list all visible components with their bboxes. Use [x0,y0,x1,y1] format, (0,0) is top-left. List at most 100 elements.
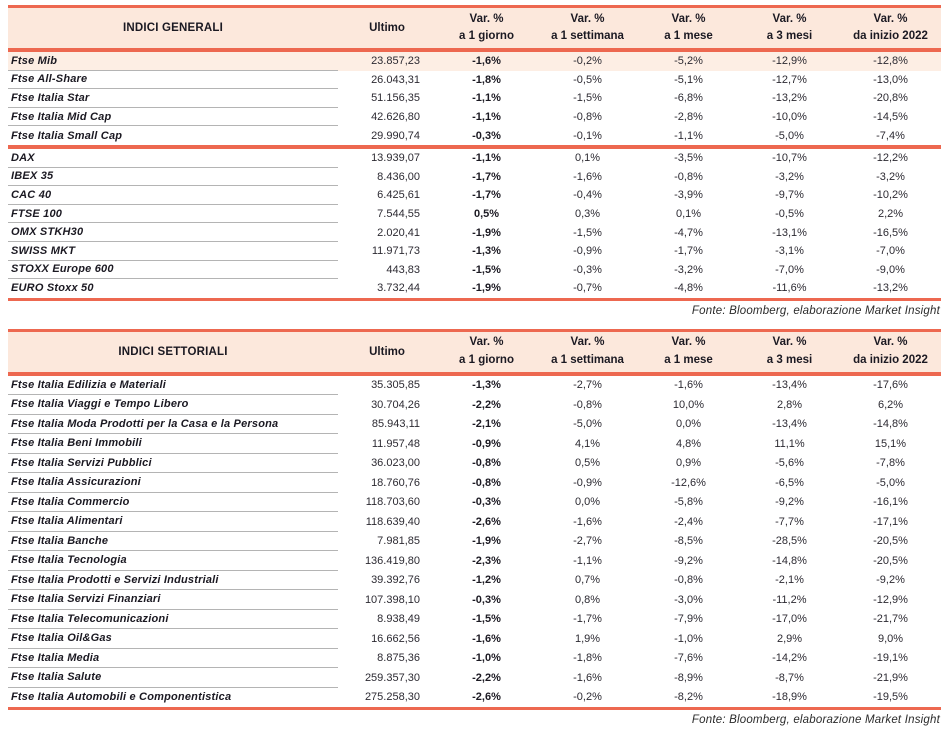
index-name: Ftse Italia Small Cap [11,129,123,142]
pct-change-2: 4,8% [675,437,702,450]
pct-change-0: -0,8% [472,457,501,470]
pct-change-2: -0,8% [674,170,703,183]
column-header-var-0: Var. % a 1 giorno [436,11,537,46]
pct-change-1: -0,7% [573,282,602,295]
column-header-var-3: Var. % a 3 mesi [739,334,840,369]
pct-change-3: -13,4% [772,379,807,392]
pct-change-0: -0,3% [472,593,501,606]
pct-change-0: -1,0% [472,652,501,665]
pct-change-1: 0,7% [574,574,601,587]
last-value: 8.875,36 [377,652,420,665]
table-row: Ftse Italia Commercio 118.703,60 -0,3% 0,0%… [8,493,941,513]
pct-change-0: -1,3% [472,379,501,392]
column-header-var-4: Var. % da inizio 2022 [840,11,941,46]
pct-change-0: -1,3% [472,245,501,258]
pct-change-4: 9,0% [877,632,904,645]
header-divider [8,371,941,376]
pct-change-2: -5,2% [674,55,703,68]
pct-change-4: -14,8% [873,418,908,431]
pct-change-3: -17,0% [772,613,807,626]
pct-change-2: -3,5% [674,152,703,165]
column-header-var-2: Var. % a 1 mese [638,334,739,369]
pct-change-1: -0,2% [573,691,602,704]
pct-change-3: -7,7% [775,515,804,528]
table-row: Ftse Italia Tecnologia 136.419,80 -2,3% -1,… [8,551,941,571]
report-page: INDICI GENERALI Ultimo Var. % a 1 giorno V… [8,5,941,726]
pct-change-0: -2,2% [472,398,501,411]
pct-change-1: -1,6% [573,515,602,528]
index-name: EURO Stoxx 50 [11,282,94,295]
pct-change-2: 0,9% [675,457,702,470]
index-name: Ftse Italia Star [8,89,338,108]
column-header-line: a 1 settimana [551,353,624,366]
index-name: FTSE 100 [8,205,338,224]
pct-change-4: -14,5% [873,111,908,124]
table-body: Ftse Mib 23.857,23 -1,6% -0,2% -5,2% -12,9% -1… [8,52,941,298]
pct-change-0: -2,3% [472,554,501,567]
column-header-line: a 3 mesi [766,353,813,366]
table-row: Ftse Italia Edilizia e Materiali 35.305,8… [8,376,941,396]
pct-change-2: -5,1% [674,73,703,86]
column-header-line: Var. % [873,336,908,349]
table-body: Ftse Italia Edilizia e Materiali 35.305,8… [8,376,941,708]
pct-change-1: -1,6% [573,170,602,183]
index-name: Ftse Italia Servizi Finanziari [8,590,338,610]
pct-change-2: -2,4% [674,515,703,528]
table-row: Ftse Italia Moda Prodotti per la Casa e … [8,415,941,435]
column-header-var-1: Var. % a 1 settimana [537,11,638,46]
last-value: 8.938,49 [377,613,420,626]
pct-change-0: -2,6% [472,515,501,528]
pct-change-0: -2,2% [472,671,501,684]
table-row: EURO Stoxx 50 3.732,44 -1,9% -0,7% -4,8% -11,… [8,279,941,298]
pct-change-2: -12,6% [671,476,706,489]
table-row: Ftse Italia Servizi Finanziari 107.398,10… [8,590,941,610]
pct-change-3: -9,2% [775,496,804,509]
pct-change-3: -2,1% [775,574,804,587]
pct-change-3: -13,1% [772,226,807,239]
last-value: 16.662,56 [371,632,420,645]
last-value: 11.971,73 [371,245,420,258]
pct-change-0: -0,9% [472,437,501,450]
pct-change-1: 0,0% [574,496,601,509]
pct-change-3: 2,8% [776,398,803,411]
pct-change-0: -0,8% [472,476,501,489]
pct-change-3: -12,9% [772,55,807,68]
index-name: Ftse Italia Prodotti e Servizi Industria… [8,571,338,591]
table-row: Ftse Italia Media 8.875,36 -1,0% -1,8% -7,6%… [8,649,941,669]
pct-change-4: -9,2% [876,574,905,587]
pct-change-2: -8,9% [674,671,703,684]
last-value: 443,83 [386,263,420,276]
column-header-line: a 1 mese [664,353,713,366]
column-header-line: a 1 giorno [459,353,514,366]
pct-change-2: -7,6% [674,652,703,665]
pct-change-2: -3,0% [674,593,703,606]
pct-change-2: -3,2% [674,263,703,276]
pct-change-0: -1,1% [472,152,501,165]
last-value: 3.732,44 [377,282,420,295]
pct-change-2: -1,0% [674,632,703,645]
pct-change-4: -13,2% [873,282,908,295]
pct-change-4: -7,4% [876,129,905,142]
pct-change-3: -18,9% [772,691,807,704]
pct-change-4: -17,1% [873,515,908,528]
column-header-var-4: Var. % da inizio 2022 [840,334,941,369]
table-row: STOXX Europe 600 443,83 -1,5% -0,3% -3,2% -7,… [8,261,941,280]
table-row: Ftse Italia Small Cap 29.990,74 -0,3% -0,1%… [8,126,941,145]
pct-change-4: -21,9% [873,671,908,684]
pct-change-1: 0,1% [574,152,601,165]
pct-change-2: 0,1% [675,208,702,221]
column-header-var-0: Var. % a 1 giorno [436,334,537,369]
column-header-ultimo: Ultimo [369,345,405,358]
pct-change-0: -1,7% [472,189,501,202]
pct-change-4: -12,8% [873,55,908,68]
last-value: 11.957,48 [371,437,420,450]
pct-change-3: -14,2% [772,652,807,665]
index-name: Ftse All-Share [8,71,338,90]
index-name: DAX [8,149,338,168]
index-name: Ftse Mib [8,52,338,71]
last-value: 39.392,76 [371,574,420,587]
pct-change-4: -20,5% [873,535,908,548]
pct-change-4: -7,0% [876,245,905,258]
pct-change-3: -13,4% [772,418,807,431]
pct-change-4: -16,5% [873,226,908,239]
